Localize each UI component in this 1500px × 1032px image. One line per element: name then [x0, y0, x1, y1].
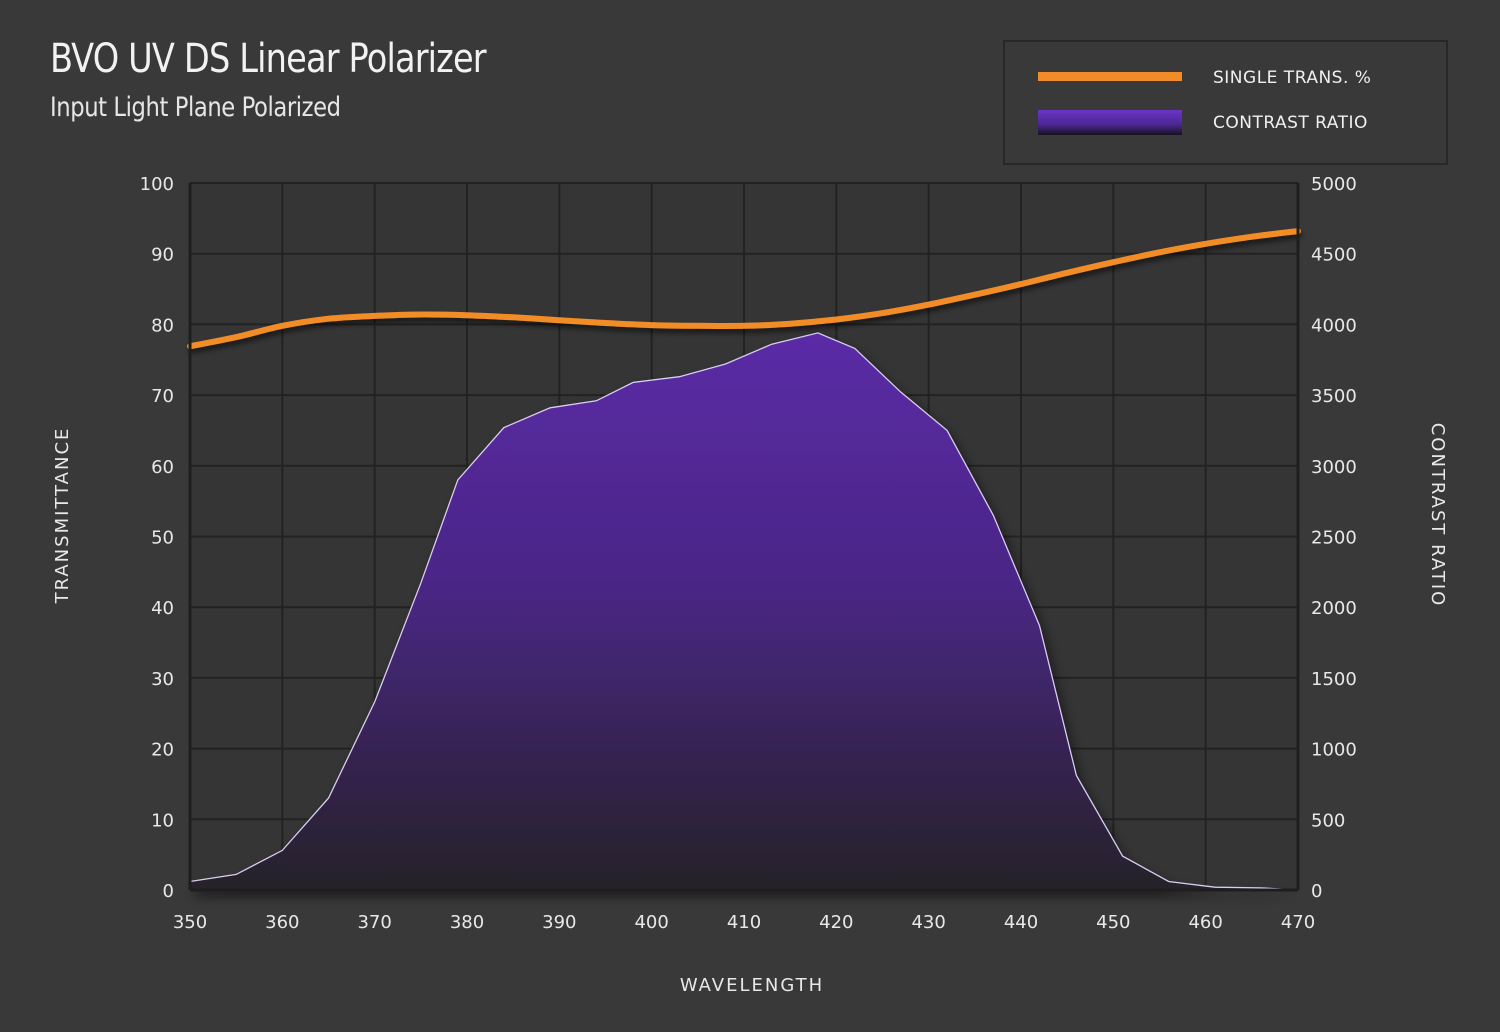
y-tick-label-left: 70: [151, 386, 174, 407]
tick-labels: 350 360 370 380 390 400 410 420 430 440 450 460 4700…: [140, 174, 1357, 933]
contrast-area-layer: [189, 332, 1299, 891]
y-tick-label-right: 500: [1311, 810, 1345, 831]
y-tick-label-right: 2500: [1311, 528, 1357, 549]
legend: SINGLE TRANS. % CONTRAST RATIO: [1003, 40, 1448, 165]
x-tick-label: 420: [819, 912, 853, 933]
legend-label-contrast-ratio: CONTRAST RATIO: [1213, 113, 1368, 133]
y-tick-label-right: 3000: [1311, 457, 1357, 478]
axes: [188, 183, 1300, 892]
legend-box: [1003, 40, 1448, 165]
x-tick-label: 430: [911, 912, 945, 933]
y-tick-label-left: 40: [151, 598, 174, 619]
x-tick-label: 390: [542, 912, 576, 933]
y-tick-label-right: 3500: [1311, 386, 1357, 407]
x-tick-label: 470: [1281, 912, 1315, 933]
y-tick-label-left: 20: [151, 740, 174, 761]
x-tick-label: 350: [173, 912, 207, 933]
y-tick-label-left: 30: [151, 669, 174, 690]
y-axis-right-title: CONTRAST RATIO: [1427, 423, 1448, 608]
transmission-line-layer: [187, 228, 1301, 350]
legend-swatch-single-trans: [1038, 72, 1182, 81]
y-axis-left-title: TRANSMITTANCE: [52, 427, 73, 605]
x-tick-label: 460: [1188, 912, 1222, 933]
y-tick-label-left: 60: [151, 457, 174, 478]
y-tick-label-left: 100: [140, 174, 174, 195]
y-tick-label-right: 4000: [1311, 315, 1357, 336]
x-tick-label: 400: [634, 912, 668, 933]
y-tick-label-left: 50: [151, 528, 174, 549]
y-tick-label-left: 10: [151, 810, 174, 831]
x-axis-title: WAVELENGTH: [680, 975, 824, 996]
single-trans-line: [187, 228, 1301, 350]
legend-swatch-contrast-ratio: [1038, 110, 1182, 135]
x-tick-label: 410: [727, 912, 761, 933]
x-tick-label: 450: [1096, 912, 1130, 933]
x-tick-label: 440: [1004, 912, 1038, 933]
y-tick-label-left: 90: [151, 245, 174, 266]
y-tick-label-right: 4500: [1311, 245, 1357, 266]
y-tick-label-right: 1500: [1311, 669, 1357, 690]
y-tick-label-right: 0: [1311, 881, 1322, 902]
contrast-ratio-outline: [189, 332, 1299, 891]
x-tick-label: 380: [450, 912, 484, 933]
y-tick-label-left: 0: [163, 881, 174, 902]
chart-subtitle: Input Light Plane Polarized: [50, 92, 341, 123]
x-tick-label: 370: [357, 912, 391, 933]
y-tick-label-right: 5000: [1311, 174, 1357, 195]
y-tick-label-left: 80: [151, 315, 174, 336]
legend-label-single-trans: SINGLE TRANS. %: [1213, 68, 1371, 88]
x-tick-label: 360: [265, 912, 299, 933]
chart-title: BVO UV DS Linear Polarizer: [50, 36, 487, 82]
y-tick-label-right: 2000: [1311, 598, 1357, 619]
y-tick-label-right: 1000: [1311, 740, 1357, 761]
contrast-ratio-area: [190, 332, 1298, 890]
